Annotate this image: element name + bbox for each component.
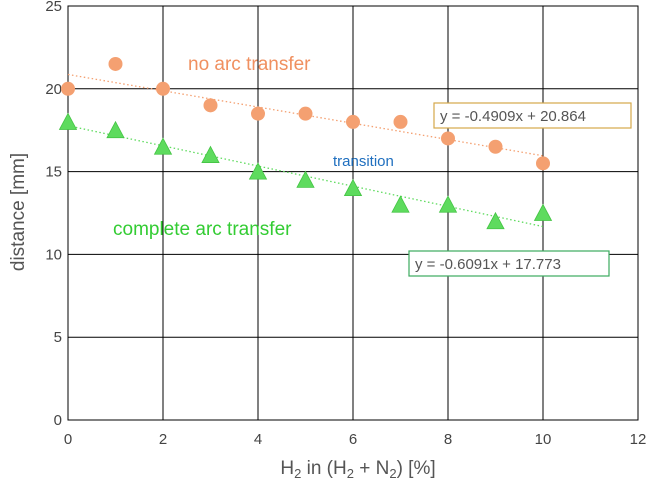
point-s1-0 (61, 81, 75, 96)
plot-frame (67, 5, 639, 421)
point-s1-4 (251, 106, 265, 121)
point-s1-10 (536, 156, 550, 171)
point-s1-5 (298, 106, 313, 121)
point-s1-1 (108, 56, 123, 71)
trendline-equation-2-text: y = -0.6091x + 17.773 (415, 256, 561, 273)
point-s1-7 (393, 114, 408, 129)
point-s1-2 (156, 81, 170, 96)
annotation-complete-arc-transfer: complete arc transfer (113, 219, 292, 240)
x-tick-label-4: 4 (254, 431, 262, 448)
data-points (58, 56, 553, 230)
x-tick-label-10: 10 (535, 431, 552, 448)
point-s2-4 (248, 162, 268, 180)
x-tick-label-6: 6 (349, 431, 357, 448)
point-s2-7 (391, 195, 410, 213)
trendline-2 (67, 125, 544, 228)
y-tick-label-20: 20 (45, 81, 62, 98)
point-s2-10 (533, 203, 553, 221)
point-s2-5 (296, 170, 315, 188)
y-tick-label-25: 25 (45, 0, 62, 15)
trendline-equation-2: y = -0.6091x + 17.773 (408, 250, 610, 277)
grid (67, 5, 639, 421)
x-tick-label-0: 0 (64, 431, 72, 448)
point-s2-8 (438, 195, 458, 213)
point-s1-3 (203, 98, 218, 113)
y-tick-label-0: 0 (54, 412, 62, 429)
x-tick-label-8: 8 (444, 431, 452, 448)
x-tick-label-2: 2 (159, 431, 167, 448)
x-axis-title: H2 in (H2 + N2) [%] (280, 458, 435, 481)
y-tick-label-5: 5 (54, 329, 62, 346)
trendlines (67, 73, 544, 228)
x-tick-label-12: 12 (630, 431, 647, 448)
point-s2-9 (486, 211, 505, 230)
annotation-transition: transition (333, 153, 394, 170)
point-s2-6 (343, 178, 363, 197)
tick-labels: 0 2 4 6 8 10 12 0 5 10 15 20 25 (45, 0, 646, 448)
y-tick-label-15: 15 (45, 164, 62, 181)
annotation-no-arc-transfer: no arc transfer (188, 54, 311, 75)
point-s2-3 (201, 145, 220, 163)
y-axis-title: distance [mm] (8, 153, 29, 271)
y-tick-label-10: 10 (45, 246, 62, 263)
point-s1-9 (488, 139, 503, 154)
trendline-equation-1-text: y = -0.4909x + 20.864 (440, 108, 586, 125)
trendline-equation-1: y = -0.4909x + 20.864 (433, 102, 632, 129)
point-s1-8 (441, 131, 455, 146)
point-s2-0 (58, 112, 78, 130)
trendline-equation-2-box (408, 250, 610, 277)
point-s2-2 (153, 137, 173, 155)
point-s1-6 (346, 114, 360, 129)
point-s2-1 (106, 120, 125, 139)
trendline-equation-1-box (433, 102, 632, 129)
